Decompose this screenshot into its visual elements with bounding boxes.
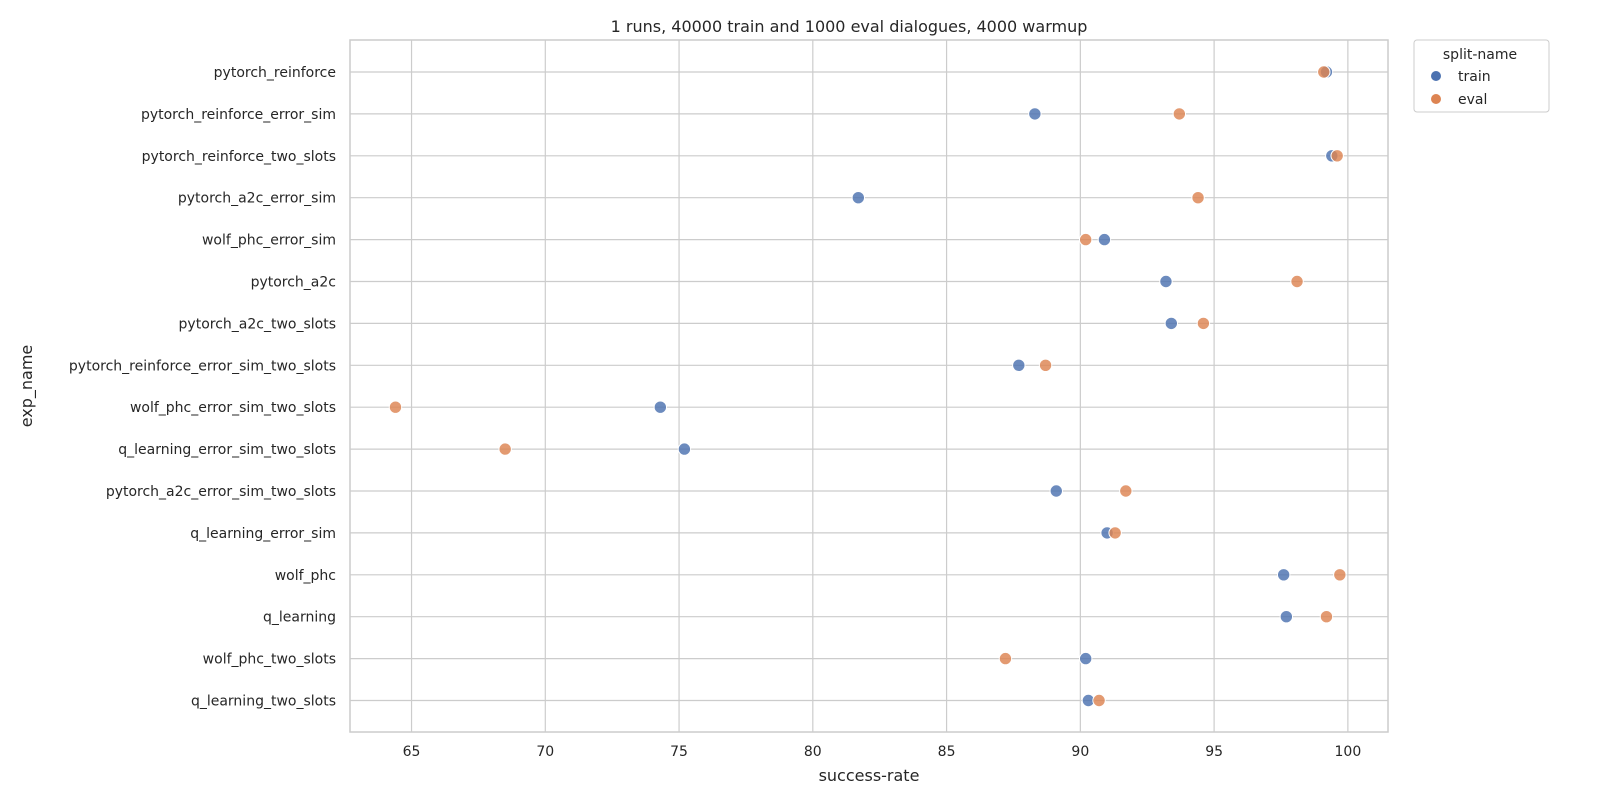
point-train: [677, 442, 692, 456]
point-train: [653, 400, 668, 414]
point-eval: [1333, 568, 1347, 582]
y-tick-label: pytorch_a2c_two_slots: [179, 316, 336, 332]
y-tick-label: wolf_phc: [275, 568, 336, 584]
y-tick-label: q_learning_two_slots: [191, 694, 336, 710]
point-eval: [1038, 358, 1053, 372]
y-tick-label: pytorch_reinforce_two_slots: [142, 149, 336, 165]
grid-lines: [350, 40, 1388, 732]
point-eval: [1191, 191, 1205, 205]
legend-items: train eval: [1431, 69, 1491, 108]
y-tick-label: wolf_phc_error_sim: [202, 233, 336, 249]
y-tick-label: wolf_phc_two_slots: [203, 652, 336, 668]
legend-label-train: train: [1458, 69, 1491, 85]
y-tick-label: pytorch_a2c_error_sim_two_slots: [106, 484, 336, 500]
y-axis-label: exp_name: [17, 345, 37, 428]
point-eval: [1317, 65, 1331, 79]
point-eval: [498, 442, 512, 456]
chart-title: 1 runs, 40000 train and 1000 eval dialog…: [611, 17, 1088, 36]
y-tick-label: wolf_phc_error_sim_two_slots: [130, 400, 336, 416]
legend-label-eval: eval: [1458, 92, 1487, 108]
point-train: [1049, 484, 1063, 498]
x-tick-label: 70: [536, 744, 554, 760]
legend-box: [1413, 39, 1550, 113]
legend: split-name train eval: [1413, 39, 1550, 113]
y-tick-label: pytorch_reinforce: [214, 65, 336, 81]
point-eval: [1119, 484, 1133, 498]
x-tick-label: 90: [1071, 744, 1089, 760]
x-tick-label: 95: [1205, 744, 1223, 760]
point-eval: [1172, 107, 1187, 121]
point-train: [1276, 568, 1291, 582]
x-axis-label: success-rate: [819, 766, 920, 785]
x-tick-labels: 65 70 75 80 85 90 95 100: [403, 744, 1362, 760]
x-tick-label: 75: [670, 744, 688, 760]
x-tick-label: 85: [938, 744, 956, 760]
y-tick-label: pytorch_a2c: [251, 275, 336, 291]
y-tick-label: q_learning_error_sim_two_slots: [118, 442, 336, 458]
y-tick-label: pytorch_reinforce_error_sim_two_slots: [69, 358, 336, 374]
y-tick-label: q_learning: [263, 610, 336, 626]
plot-frame: [349, 39, 1389, 733]
point-train: [1279, 610, 1294, 624]
x-tick-label: 80: [804, 744, 822, 760]
legend-title: split-name: [1443, 47, 1517, 63]
point-eval: [1196, 316, 1211, 331]
data-points: [388, 65, 1347, 708]
legend-marker-train: [1431, 71, 1441, 81]
point-eval: [1330, 149, 1344, 163]
point-eval: [1290, 274, 1304, 289]
point-train: [1164, 316, 1179, 331]
point-train: [1097, 232, 1112, 247]
point-eval: [1319, 610, 1334, 624]
legend-marker-eval: [1431, 94, 1441, 104]
point-eval: [1092, 693, 1106, 708]
y-tick-labels: pytorch_reinforce pytorch_reinforce_error…: [69, 65, 336, 710]
point-train: [851, 191, 865, 205]
point-eval: [998, 651, 1013, 666]
point-train: [1028, 107, 1042, 121]
point-train: [1159, 274, 1173, 289]
y-tick-label: pytorch_a2c_error_sim: [178, 191, 336, 207]
point-train: [1078, 651, 1093, 666]
point-eval: [388, 400, 403, 414]
y-tick-label: pytorch_reinforce_error_sim: [141, 107, 336, 123]
point-eval: [1078, 232, 1093, 247]
y-tick-label: q_learning_error_sim: [190, 526, 336, 542]
x-tick-label: 100: [1335, 744, 1362, 760]
point-train: [1012, 358, 1026, 372]
point-eval: [1108, 526, 1122, 540]
x-tick-label: 65: [403, 744, 421, 760]
